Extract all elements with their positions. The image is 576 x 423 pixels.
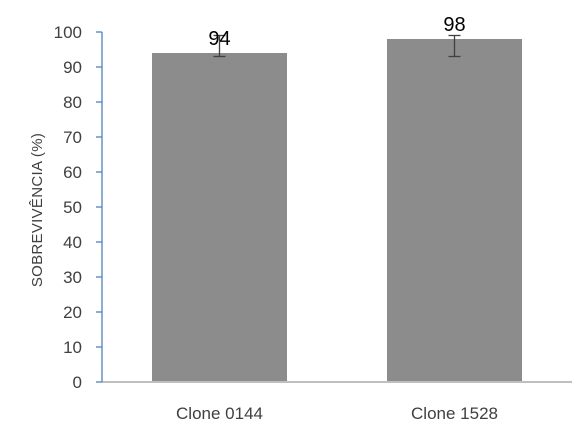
bar-clone-0144 bbox=[152, 53, 287, 382]
error-bars bbox=[213, 34, 461, 58]
y-tick-label: 100 bbox=[54, 23, 82, 42]
bars bbox=[152, 39, 522, 382]
y-axis-label: SOBREVIVÊNCIA (%) bbox=[29, 133, 46, 287]
data-label: 94 bbox=[208, 28, 230, 50]
y-tick-label: 50 bbox=[63, 198, 82, 217]
error-bar bbox=[448, 34, 461, 58]
y-tick-label: 30 bbox=[63, 268, 82, 287]
x-category-label: Clone 1528 bbox=[411, 404, 498, 423]
x-axis-categories: Clone 0144 Clone 1528 bbox=[176, 404, 498, 423]
y-tick-label: 80 bbox=[63, 93, 82, 112]
y-tick-label: 0 bbox=[73, 373, 82, 392]
bar-clone-1528 bbox=[387, 39, 522, 382]
y-tick-label: 60 bbox=[63, 163, 82, 182]
error-bar bbox=[213, 34, 226, 58]
y-axis-ticks: 0 10 20 30 40 50 60 70 80 90 100 bbox=[54, 23, 102, 392]
y-tick-label: 10 bbox=[63, 338, 82, 357]
data-label: 98 bbox=[443, 14, 465, 36]
y-tick-label: 90 bbox=[63, 58, 82, 77]
x-category-label: Clone 0144 bbox=[176, 404, 263, 423]
y-tick-label: 70 bbox=[63, 128, 82, 147]
y-tick-label: 40 bbox=[63, 233, 82, 252]
data-labels: 94 98 bbox=[208, 14, 465, 50]
y-tick-label: 20 bbox=[63, 303, 82, 322]
